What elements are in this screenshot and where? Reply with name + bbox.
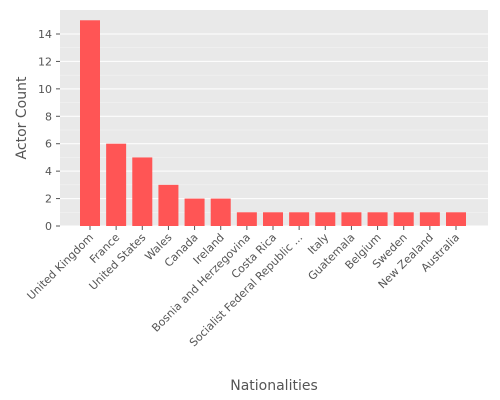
y-axis-ticks: 0 2 4 6 8 10 12 14 bbox=[38, 28, 60, 233]
bar bbox=[341, 212, 362, 226]
y-tick-label: 4 bbox=[45, 165, 52, 178]
grid-lines bbox=[60, 33, 488, 227]
plot-background bbox=[60, 10, 488, 226]
bar bbox=[106, 143, 127, 226]
y-tick-label: 2 bbox=[45, 193, 52, 206]
bar bbox=[158, 184, 179, 226]
bar bbox=[236, 212, 257, 226]
bar bbox=[80, 20, 100, 226]
y-tick-label: 14 bbox=[38, 28, 52, 41]
bar bbox=[419, 212, 440, 226]
y-tick-label: 6 bbox=[45, 138, 52, 151]
bar bbox=[446, 212, 466, 226]
bars bbox=[80, 20, 466, 226]
x-axis-title: Nationalities bbox=[230, 378, 318, 394]
y-tick-label: 8 bbox=[45, 110, 52, 123]
y-tick-label: 12 bbox=[38, 55, 52, 68]
bar bbox=[132, 157, 153, 226]
bar bbox=[210, 198, 231, 226]
bar bbox=[263, 212, 283, 226]
bar bbox=[367, 212, 388, 226]
x-tick-label: United Kingdom bbox=[24, 231, 96, 303]
bar bbox=[184, 198, 205, 226]
bar bbox=[315, 212, 336, 226]
y-axis-title: Actor Count bbox=[14, 76, 30, 159]
y-tick-label: 0 bbox=[45, 220, 52, 233]
y-tick-label: 10 bbox=[38, 83, 52, 96]
bar bbox=[289, 212, 310, 226]
bar bbox=[393, 212, 414, 226]
